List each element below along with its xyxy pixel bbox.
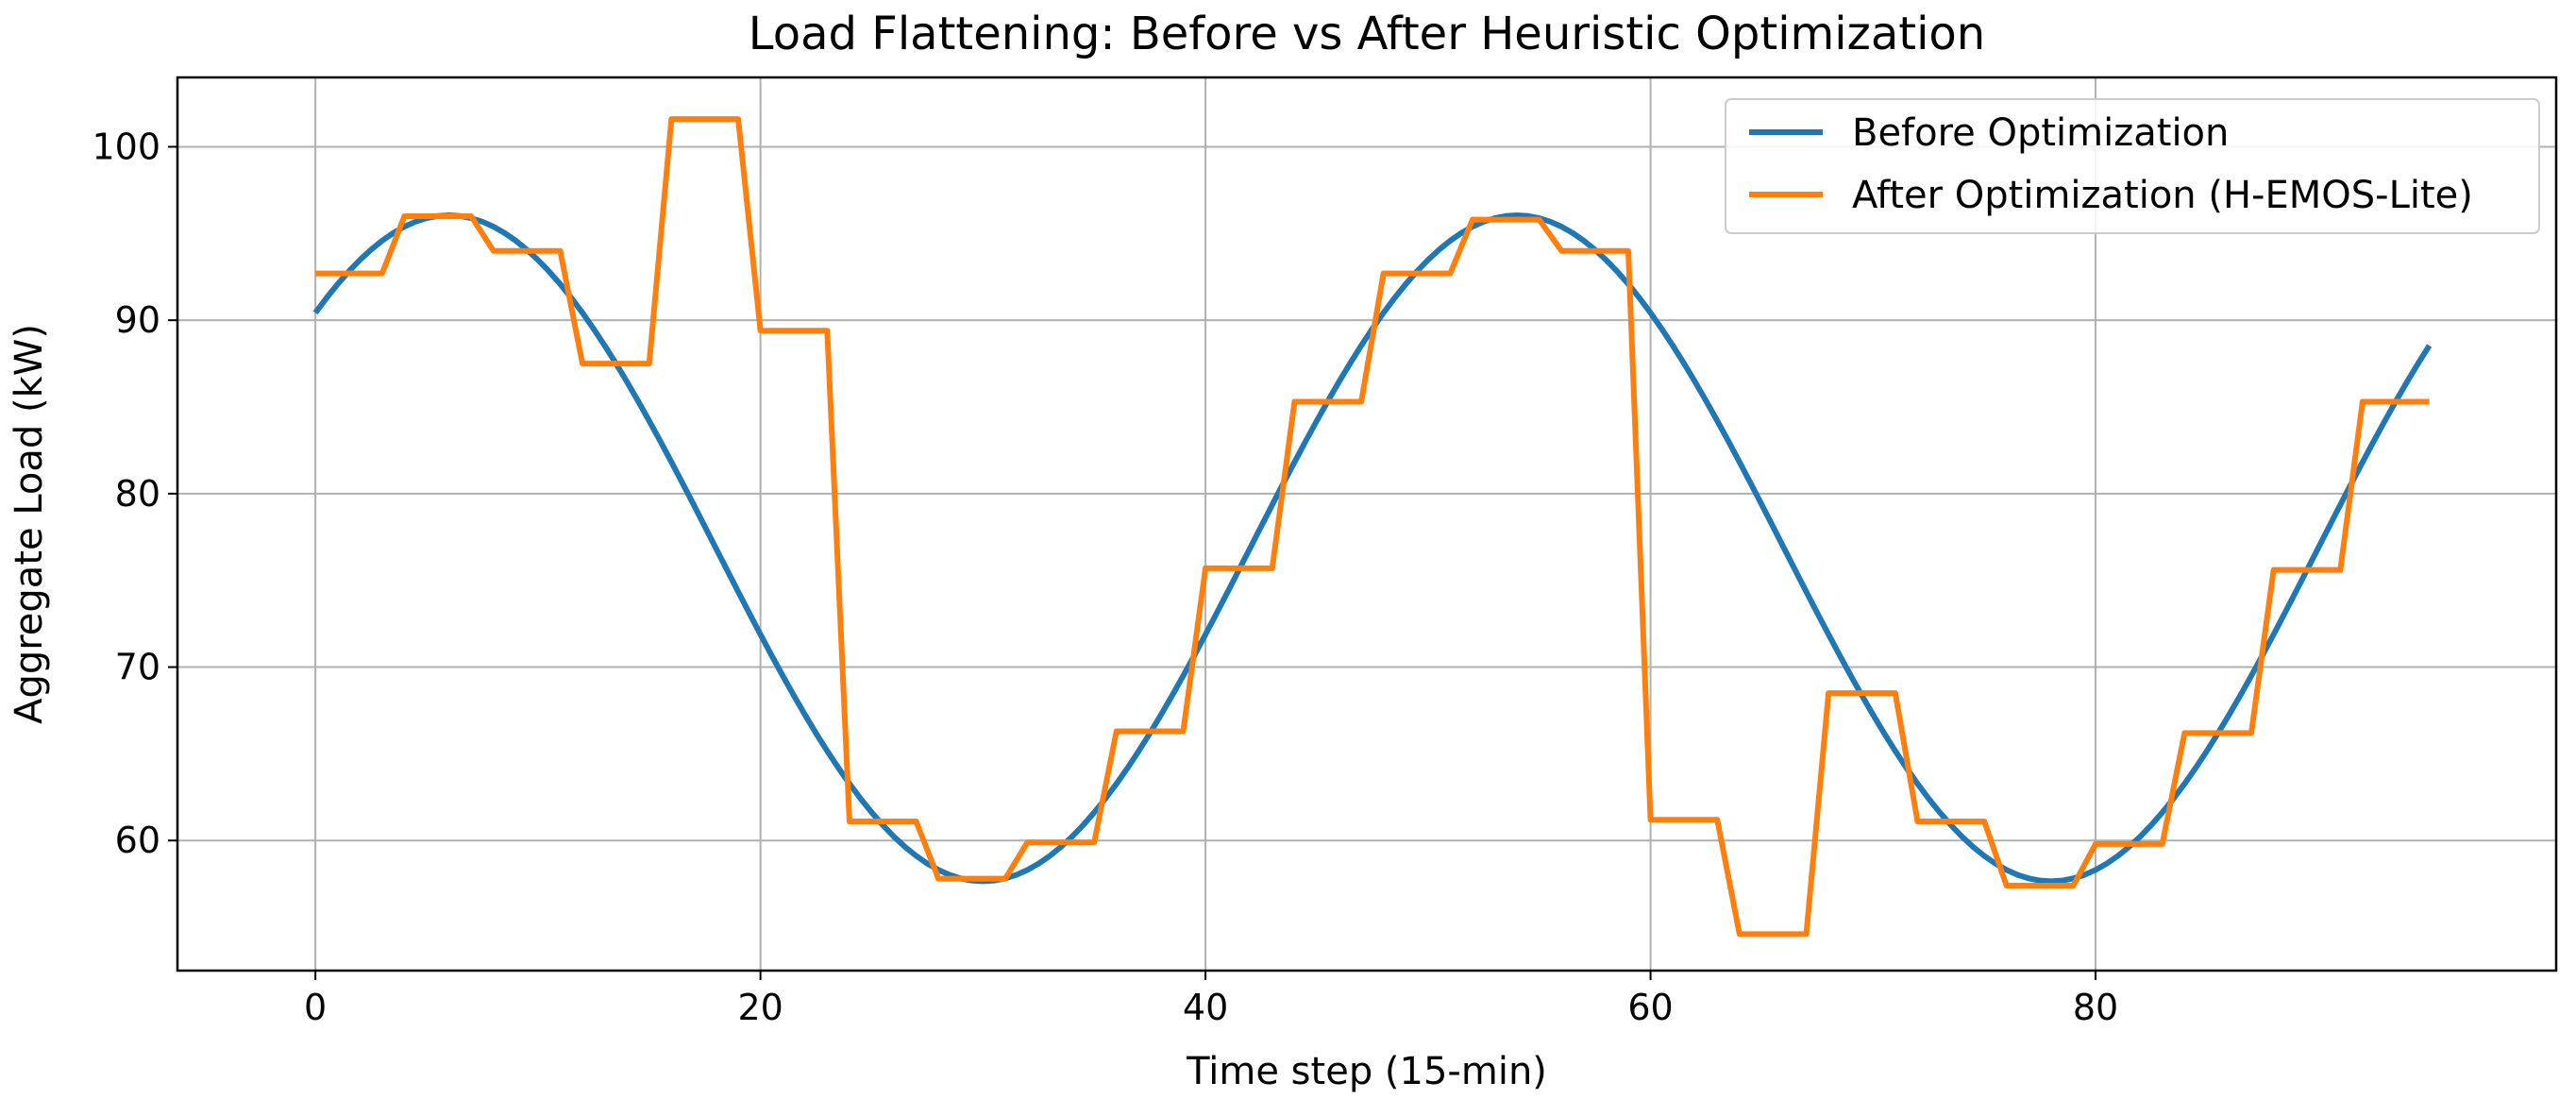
plot-series xyxy=(312,116,2433,938)
legend-label-after: After Optimization (H-EMOS-Lite) xyxy=(1852,174,2473,217)
x-tick-label: 80 xyxy=(2073,987,2118,1028)
y-tick-label: 100 xyxy=(92,126,160,167)
series-line-after-optimization xyxy=(315,116,2430,938)
x-tick-label: 20 xyxy=(737,987,783,1028)
y-tick-label: 90 xyxy=(115,299,160,341)
plot-frame xyxy=(176,76,2558,972)
axis-ticks: 0 20 40 60 80 60 70 80 90 100 xyxy=(92,126,2118,1028)
y-tick-label: 60 xyxy=(115,820,160,861)
legend-label-before: Before Optimization xyxy=(1852,111,2229,155)
y-tick-label: 80 xyxy=(115,473,160,515)
x-tick-label: 40 xyxy=(1183,987,1228,1028)
x-tick-label: 0 xyxy=(304,987,327,1028)
legend: Before Optimization After Optimization (… xyxy=(1725,98,2540,234)
y-tick-label: 70 xyxy=(115,647,160,688)
chart-title: Load Flattening: Before vs After Heurist… xyxy=(749,8,1985,60)
x-axis-label: Time step (15-min) xyxy=(1186,1050,1547,1093)
y-axis-label: Aggregate Load (kW) xyxy=(8,324,51,724)
legend-box xyxy=(1725,98,2540,234)
x-tick-label: 60 xyxy=(1627,987,1673,1028)
